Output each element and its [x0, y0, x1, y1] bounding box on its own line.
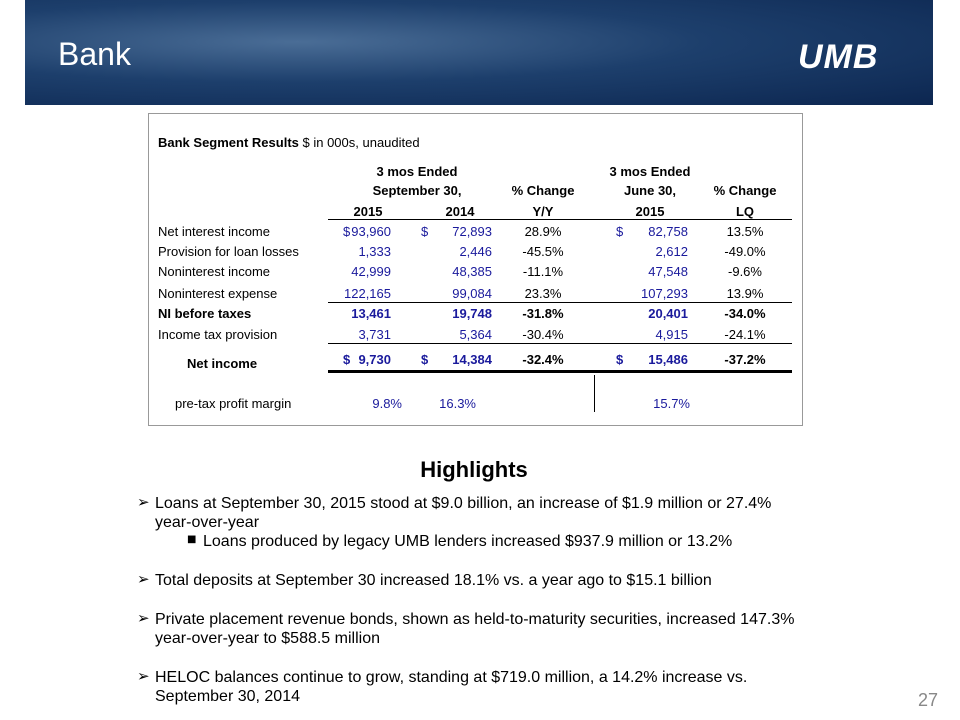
column-header: 2015: [353, 204, 383, 219]
row-label: Noninterest income: [158, 264, 270, 279]
table-cell: 9,730: [358, 352, 391, 367]
table-cell: 99,084: [452, 286, 492, 301]
table-cell: 42,999: [351, 264, 391, 279]
table-cell: 4,915: [655, 327, 688, 342]
table-cell: 23.3%: [524, 286, 562, 301]
row-label: Net interest income: [158, 224, 270, 239]
table-cell: 72,893: [452, 224, 492, 239]
table-cell: 20,401: [648, 306, 688, 321]
sub-bullet-text: Loans produced by legacy UMB lenders inc…: [203, 533, 733, 550]
table-cell: 48,385: [452, 264, 492, 279]
row-label: NI before taxes: [158, 306, 252, 321]
rule: [328, 370, 792, 373]
row-label: Noninterest expense: [158, 286, 278, 301]
currency-symbol: $: [421, 352, 429, 367]
table-cell: 82,758: [648, 224, 688, 239]
column-header: Y/Y: [532, 204, 554, 219]
currency-symbol: $: [343, 224, 351, 239]
table-title-line: Bank Segment Results $ in 000s, unaudite…: [158, 135, 420, 151]
column-header: September 30,: [372, 183, 462, 198]
row-label: Net income: [187, 356, 258, 371]
column-header: 2015: [635, 204, 665, 219]
currency-symbol: $: [421, 224, 429, 239]
table-cell: -11.1%: [522, 264, 564, 279]
sub-bullet-marker: ■: [187, 534, 197, 545]
highlights-title: Highlights: [420, 457, 528, 482]
bullet-marker: ➢: [137, 570, 150, 588]
bullet-marker: ➢: [137, 493, 150, 511]
table-cell: 1,333: [358, 244, 391, 259]
column-header: % Change: [713, 183, 777, 198]
bullet-text: Total deposits at September 30 increased…: [155, 572, 712, 589]
table-cell: 47,548: [648, 264, 688, 279]
column-header: 2014: [445, 204, 475, 219]
rule: [594, 375, 595, 412]
currency-symbol: $: [343, 352, 351, 367]
header-banner: [25, 0, 933, 105]
table-cell: 13,461: [351, 306, 391, 321]
bullet-marker: ➢: [137, 609, 150, 627]
table-cell: -45.5%: [522, 244, 564, 259]
bullet-text: Private placement revenue bonds, shown a…: [155, 611, 795, 647]
rule: [328, 302, 792, 303]
page-number: 27: [918, 690, 939, 710]
table-cell: -9.6%: [728, 264, 762, 279]
row-label: Provision for loan losses: [158, 244, 299, 259]
table-cell: 15,486: [648, 352, 688, 367]
column-group: 3 mos Ended: [376, 164, 458, 179]
column-header: June 30,: [623, 183, 677, 198]
rule: [328, 343, 792, 344]
table-subtitle: $ in 000s, unaudited: [302, 135, 420, 150]
table-cell: 2,612: [655, 244, 688, 259]
table-title: Bank Segment Results: [158, 135, 299, 150]
table-cell: -31.8%: [522, 306, 564, 321]
table-cell: 107,293: [641, 286, 688, 301]
table-cell: -24.1%: [724, 327, 766, 342]
table-cell: 14,384: [452, 352, 492, 367]
table-cell: 93,960: [351, 224, 391, 239]
bullet-marker: ➢: [137, 667, 150, 685]
bullet-text: HELOC balances continue to grow, standin…: [155, 669, 748, 705]
table-cell: -34.0%: [724, 306, 766, 321]
table-cell: 3,731: [358, 327, 391, 342]
table-cell: -30.4%: [522, 327, 564, 342]
currency-symbol: $: [616, 352, 624, 367]
column-group: 3 mos Ended: [609, 164, 691, 179]
column-header: LQ: [735, 204, 755, 219]
table-cell: -37.2%: [724, 352, 766, 367]
table-cell: 28.9%: [524, 224, 562, 239]
row-label: Income tax provision: [158, 327, 278, 342]
bullet-text: Loans at September 30, 2015 stood at $9.…: [155, 495, 772, 531]
table-cell: 122,165: [344, 286, 391, 301]
table-cell: 2,446: [459, 244, 492, 259]
table-cell: -49.0%: [724, 244, 766, 259]
row-label: pre-tax profit margin: [175, 396, 292, 411]
table-cell: 13.9%: [726, 286, 764, 301]
table-cell: 5,364: [459, 327, 492, 342]
table-cell: 19,748: [452, 306, 492, 321]
table-cell: 15.7%: [653, 396, 690, 411]
column-header: % Change: [511, 183, 575, 198]
currency-symbol: $: [616, 224, 624, 239]
table-cell: 9.8%: [372, 396, 402, 411]
table-cell: -32.4%: [522, 352, 564, 367]
logo: UMB: [798, 38, 879, 76]
table-cell: 13.5%: [726, 224, 764, 239]
table-cell: 16.3%: [439, 396, 476, 411]
slide-title: Bank: [58, 36, 131, 72]
rule: [328, 219, 792, 220]
table-frame: [148, 113, 803, 426]
